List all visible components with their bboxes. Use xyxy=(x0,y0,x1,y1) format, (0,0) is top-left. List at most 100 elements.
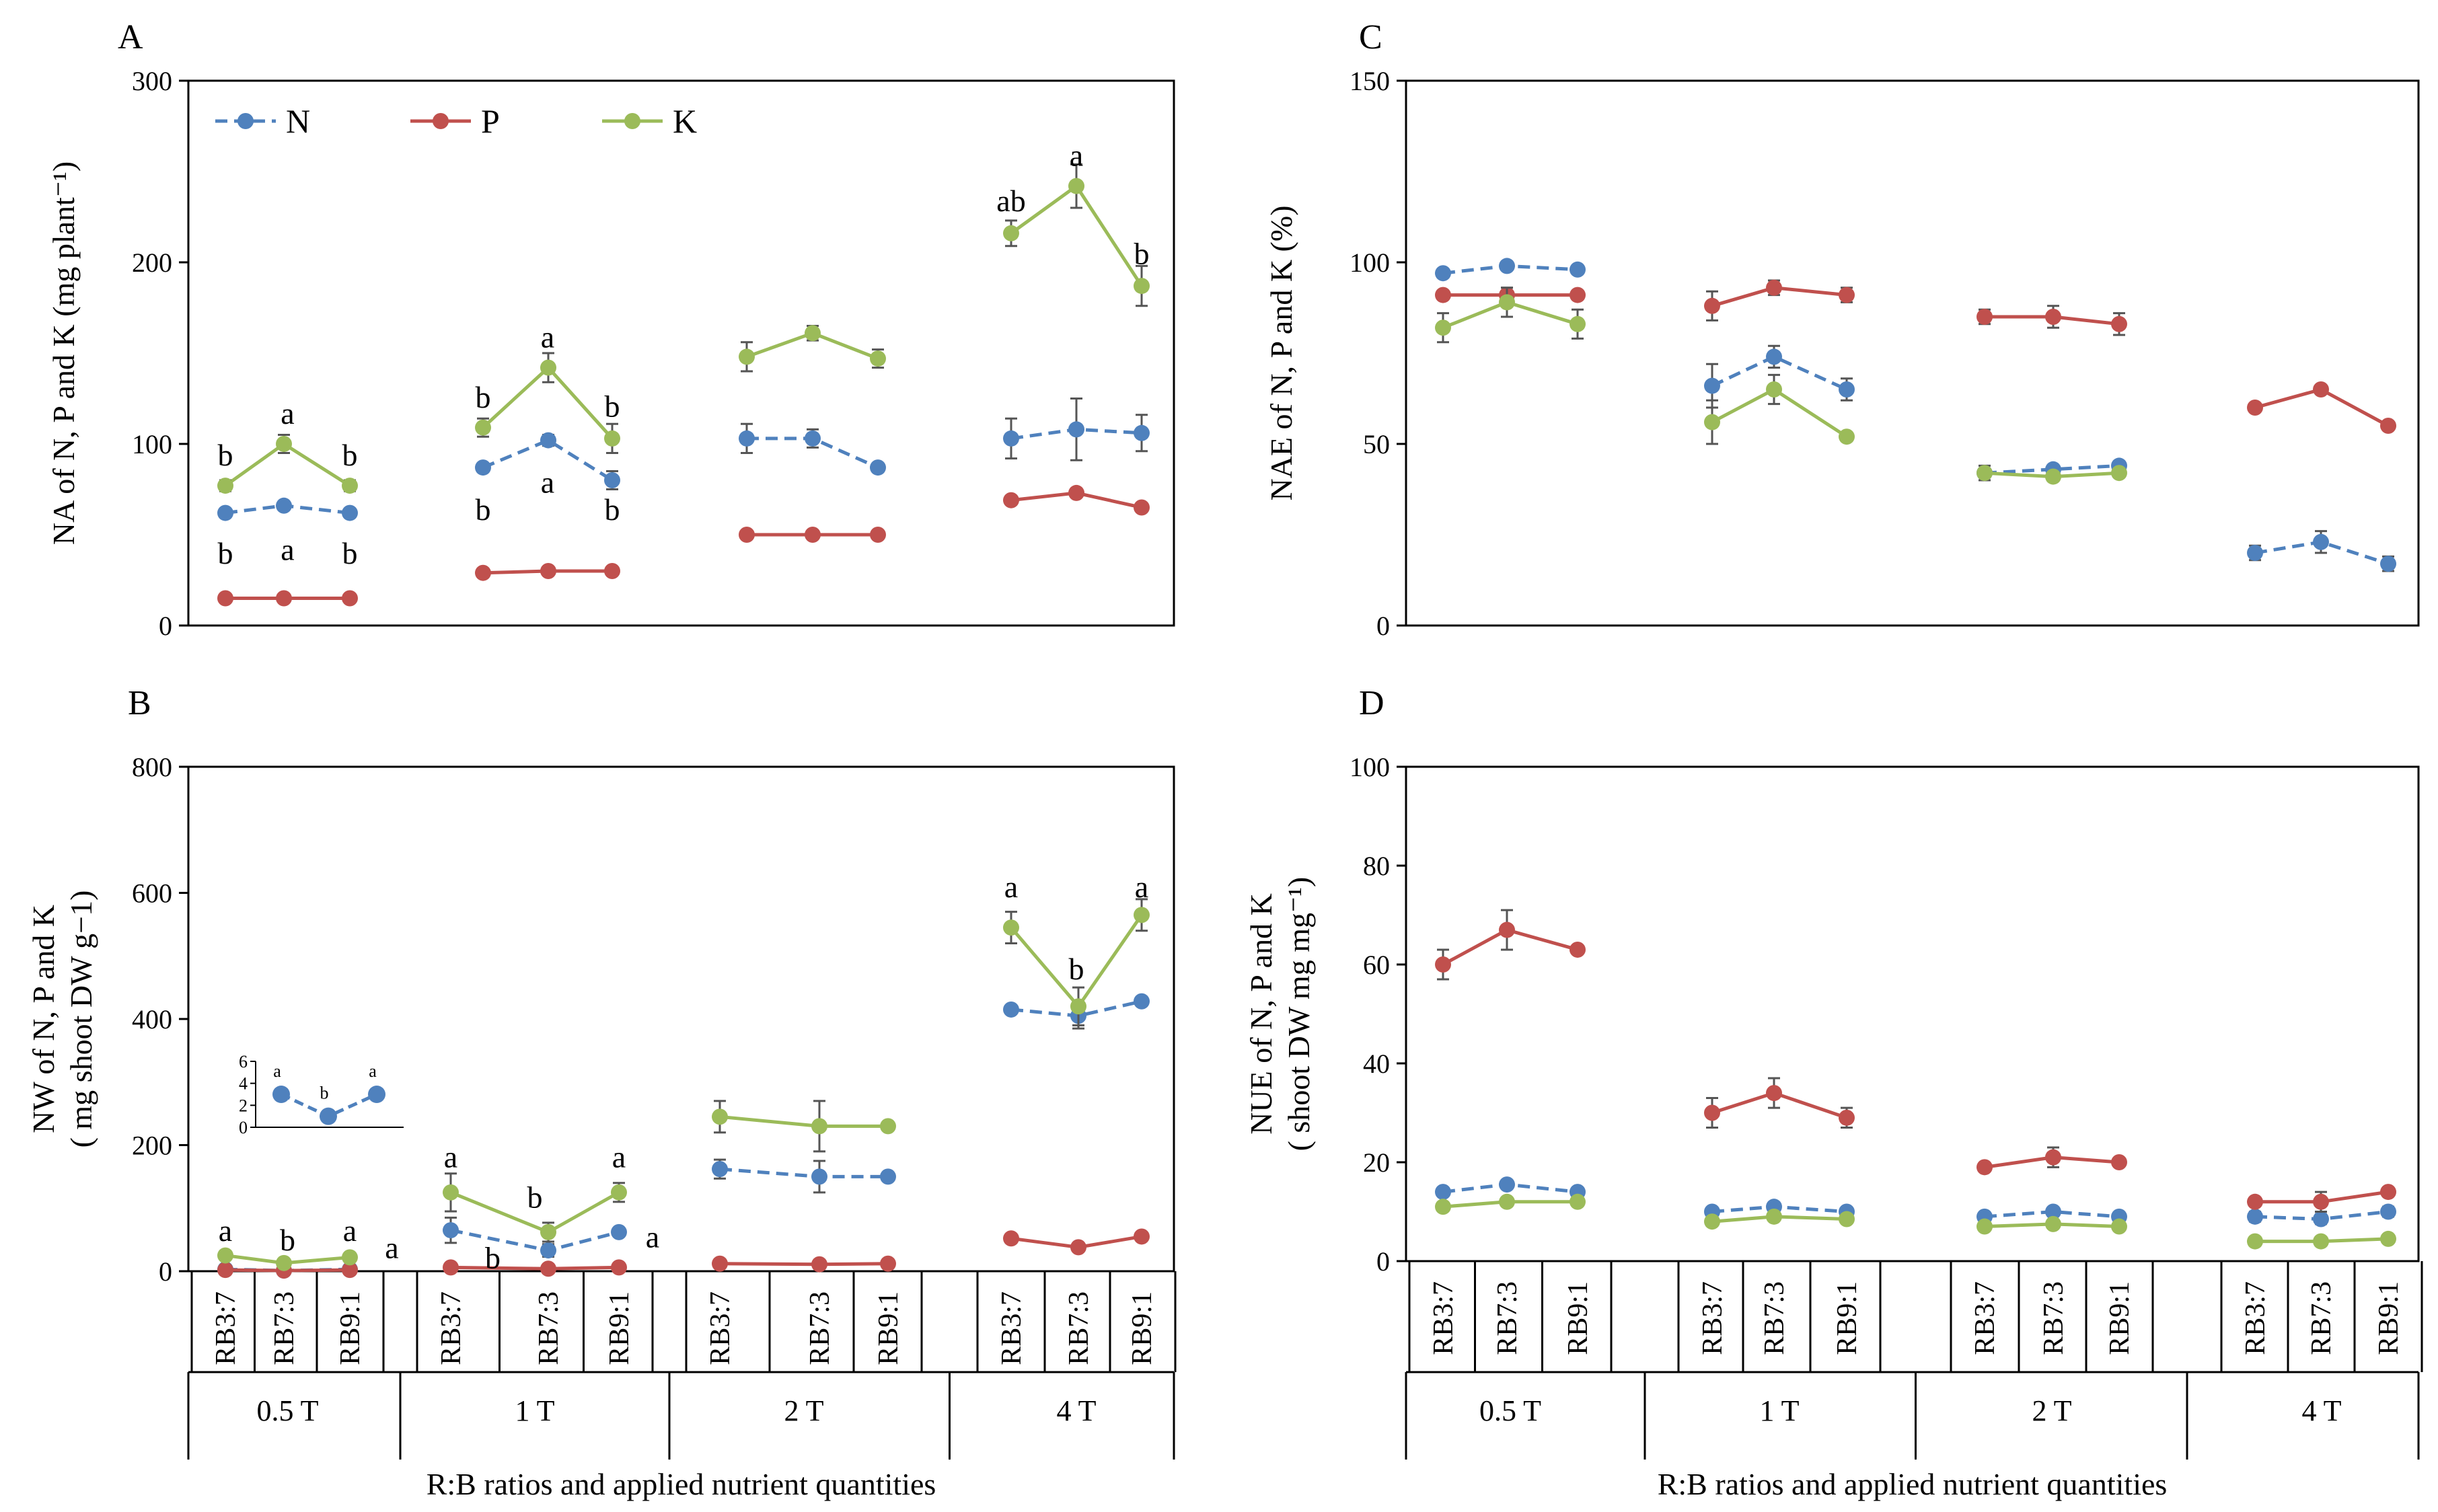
data-point xyxy=(342,504,358,521)
data-point xyxy=(1766,279,1782,296)
y-tick-label: 400 xyxy=(132,1004,172,1034)
data-point xyxy=(1435,319,1451,336)
data-point xyxy=(540,1260,556,1277)
significance-letter: a xyxy=(281,533,294,567)
data-point xyxy=(2247,400,2263,416)
data-point xyxy=(1977,1159,1993,1176)
data-point xyxy=(1003,225,1019,241)
x-tick-label: RB7:3 xyxy=(1064,1291,1095,1365)
data-point xyxy=(2380,1230,2396,1247)
data-point xyxy=(1977,1218,1993,1235)
data-point xyxy=(540,1223,556,1240)
data-point xyxy=(805,527,821,543)
data-point xyxy=(2111,1154,2127,1170)
significance-letter: a xyxy=(444,1139,457,1174)
significance-letter: b xyxy=(527,1180,543,1214)
data-point xyxy=(870,350,886,367)
x-tick-label: RB3:7 xyxy=(1970,1281,2001,1355)
y-tick-label: 100 xyxy=(1350,248,1390,278)
data-point xyxy=(2313,1193,2329,1210)
data-point xyxy=(276,497,292,514)
data-point xyxy=(712,1255,728,1272)
inset-y-tick-label: 6 xyxy=(239,1052,248,1071)
data-point xyxy=(611,1259,627,1276)
series-line xyxy=(1711,387,1848,439)
data-point xyxy=(1839,381,1855,398)
significance-letter: b xyxy=(342,438,358,472)
data-point xyxy=(1003,1001,1019,1018)
series-line xyxy=(719,1114,888,1128)
data-point xyxy=(475,419,491,436)
panel-a: A 0 100 200 300 NA of N, P and K (mg plant⁻¹)… xyxy=(46,18,1175,641)
data-point xyxy=(1134,499,1150,516)
panel-label: D xyxy=(1359,684,1384,722)
data-point xyxy=(2111,315,2127,332)
panel-d: D 0 20 40 60 80 100 NUE of N, P and K( shoot DW… xyxy=(1244,684,2423,1501)
y-tick-label: 0 xyxy=(1376,611,1390,641)
x-tick-label: RB9:1 xyxy=(335,1291,366,1365)
x-tick-label: RB7:3 xyxy=(2038,1281,2069,1355)
significance-letter: a xyxy=(1135,870,1148,904)
data-point xyxy=(342,1249,358,1266)
series-p xyxy=(217,484,1150,607)
data-point xyxy=(2247,1208,2263,1225)
group-label: 4 T xyxy=(2301,1394,2341,1427)
inset-significance-letter: b xyxy=(320,1084,329,1103)
significance-letter: ab xyxy=(996,184,1025,218)
inset-y-tick-label: 0 xyxy=(239,1118,248,1137)
data-point xyxy=(712,1161,728,1178)
group-label: 1 T xyxy=(1759,1394,1799,1427)
x-tick-label: RB7:3 xyxy=(269,1291,300,1365)
data-point xyxy=(1766,1208,1782,1225)
data-point xyxy=(2313,381,2329,398)
y-axis-label: ( mg shoot DW g−1) xyxy=(64,891,98,1148)
group-label: 2 T xyxy=(2032,1394,2071,1427)
y-tick-label: 20 xyxy=(1363,1147,1390,1178)
data-point xyxy=(342,478,358,494)
data-point xyxy=(1003,1230,1019,1247)
data-point xyxy=(880,1255,896,1272)
y-tick-label: 40 xyxy=(1363,1049,1390,1079)
y-tick-label: 0 xyxy=(1376,1246,1390,1277)
x-tick-label: RB7:3 xyxy=(2306,1281,2337,1355)
y-axis-label: NA of N, P and K (mg plant⁻¹) xyxy=(46,161,81,545)
data-point xyxy=(540,1242,556,1259)
significance-letter: a xyxy=(541,465,554,500)
data-point xyxy=(1068,178,1084,194)
data-point xyxy=(739,527,755,543)
y-tick-label: 0 xyxy=(159,1256,172,1287)
series-line xyxy=(482,438,614,482)
y-tick-label: 80 xyxy=(1363,851,1390,881)
inset: 0 2 4 6 a b a xyxy=(239,1052,404,1137)
data-point xyxy=(1569,1193,1586,1210)
data-point xyxy=(1435,1199,1451,1215)
data-point xyxy=(611,1223,627,1240)
y-tick-label: 150 xyxy=(1350,66,1390,96)
y-tick-label: 300 xyxy=(132,66,172,96)
data-point xyxy=(712,1108,728,1125)
series-line xyxy=(450,1228,620,1252)
x-tick-label: RB3:7 xyxy=(1697,1281,1728,1355)
y-tick-label: 0 xyxy=(159,611,172,641)
panel-label: C xyxy=(1359,18,1382,56)
data-point xyxy=(1134,1228,1150,1245)
data-point xyxy=(1435,287,1451,303)
data-point xyxy=(1766,348,1782,365)
x-tick-label: RB9:1 xyxy=(2104,1281,2135,1355)
panel-label: A xyxy=(118,18,143,56)
x-tick-label: RB7:3 xyxy=(1759,1281,1790,1355)
data-point xyxy=(2247,1193,2263,1210)
significance-letter: b xyxy=(1069,952,1084,986)
significance-letter: b xyxy=(218,438,233,472)
data-point xyxy=(1070,1239,1086,1256)
x-axis-title: R:B ratios and applied nutrient quantiti… xyxy=(1658,1467,2168,1501)
data-point xyxy=(2380,556,2396,572)
series-line xyxy=(1984,463,2120,475)
data-point xyxy=(1435,1184,1451,1201)
data-point xyxy=(1839,428,1855,445)
y-axis-label: NW of N, P and K xyxy=(26,905,61,1133)
data-point xyxy=(2111,1218,2127,1235)
inset-y-tick-label: 4 xyxy=(239,1074,248,1094)
data-point xyxy=(604,563,620,579)
data-point xyxy=(1766,1085,1782,1102)
